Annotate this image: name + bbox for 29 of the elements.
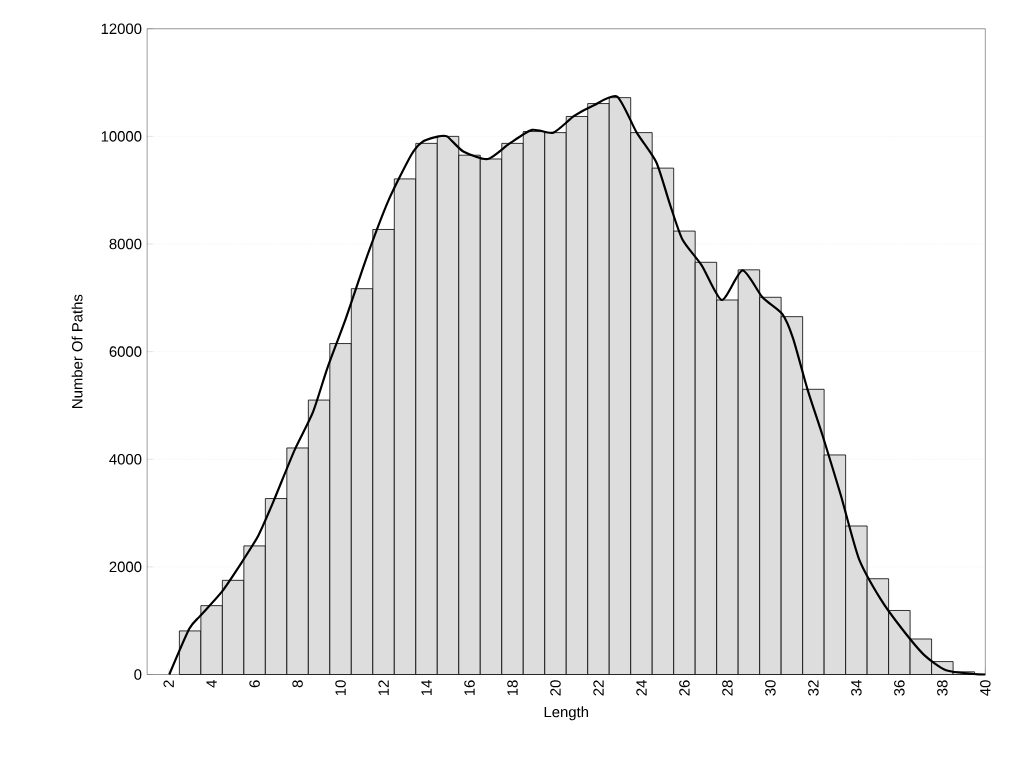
x-tick-label: 32 — [808, 680, 819, 696]
x-tick-label: 22 — [593, 680, 604, 696]
x-tick-label: 38 — [937, 680, 948, 696]
x-axis-title: Length — [544, 706, 589, 721]
x-tick-label: 40 — [980, 680, 991, 696]
y-tick-label: 4000 — [109, 454, 142, 465]
y-tick-label: 12000 — [101, 23, 142, 35]
x-tick-label: 4 — [206, 680, 217, 688]
y-tick-label: 6000 — [109, 346, 142, 357]
x-tick-label: 28 — [722, 680, 733, 696]
x-tick-label: 12 — [378, 680, 389, 696]
y-tick-label: 10000 — [101, 131, 142, 142]
x-tick-label: 6 — [249, 680, 260, 688]
x-tick-label: 10 — [335, 680, 346, 696]
x-tick-label: 14 — [421, 680, 432, 696]
x-tick-label: 16 — [464, 680, 475, 696]
x-tick-label: 8 — [292, 680, 303, 688]
x-tick-label: 34 — [851, 680, 862, 696]
x-tick-label: 2 — [163, 680, 174, 688]
y-axis-title: Number Of Paths — [71, 294, 83, 408]
x-tick-label: 20 — [550, 680, 561, 696]
x-tick-label: 30 — [765, 680, 776, 696]
y-tick-label: 0 — [134, 669, 142, 680]
x-tick-label: 26 — [679, 680, 690, 696]
x-tick-label: 36 — [894, 680, 905, 696]
y-tick-label: 8000 — [109, 238, 142, 250]
x-tick-label: 24 — [636, 680, 647, 696]
x-tick-label: 18 — [507, 680, 518, 696]
y-tick-label: 2000 — [109, 561, 142, 573]
